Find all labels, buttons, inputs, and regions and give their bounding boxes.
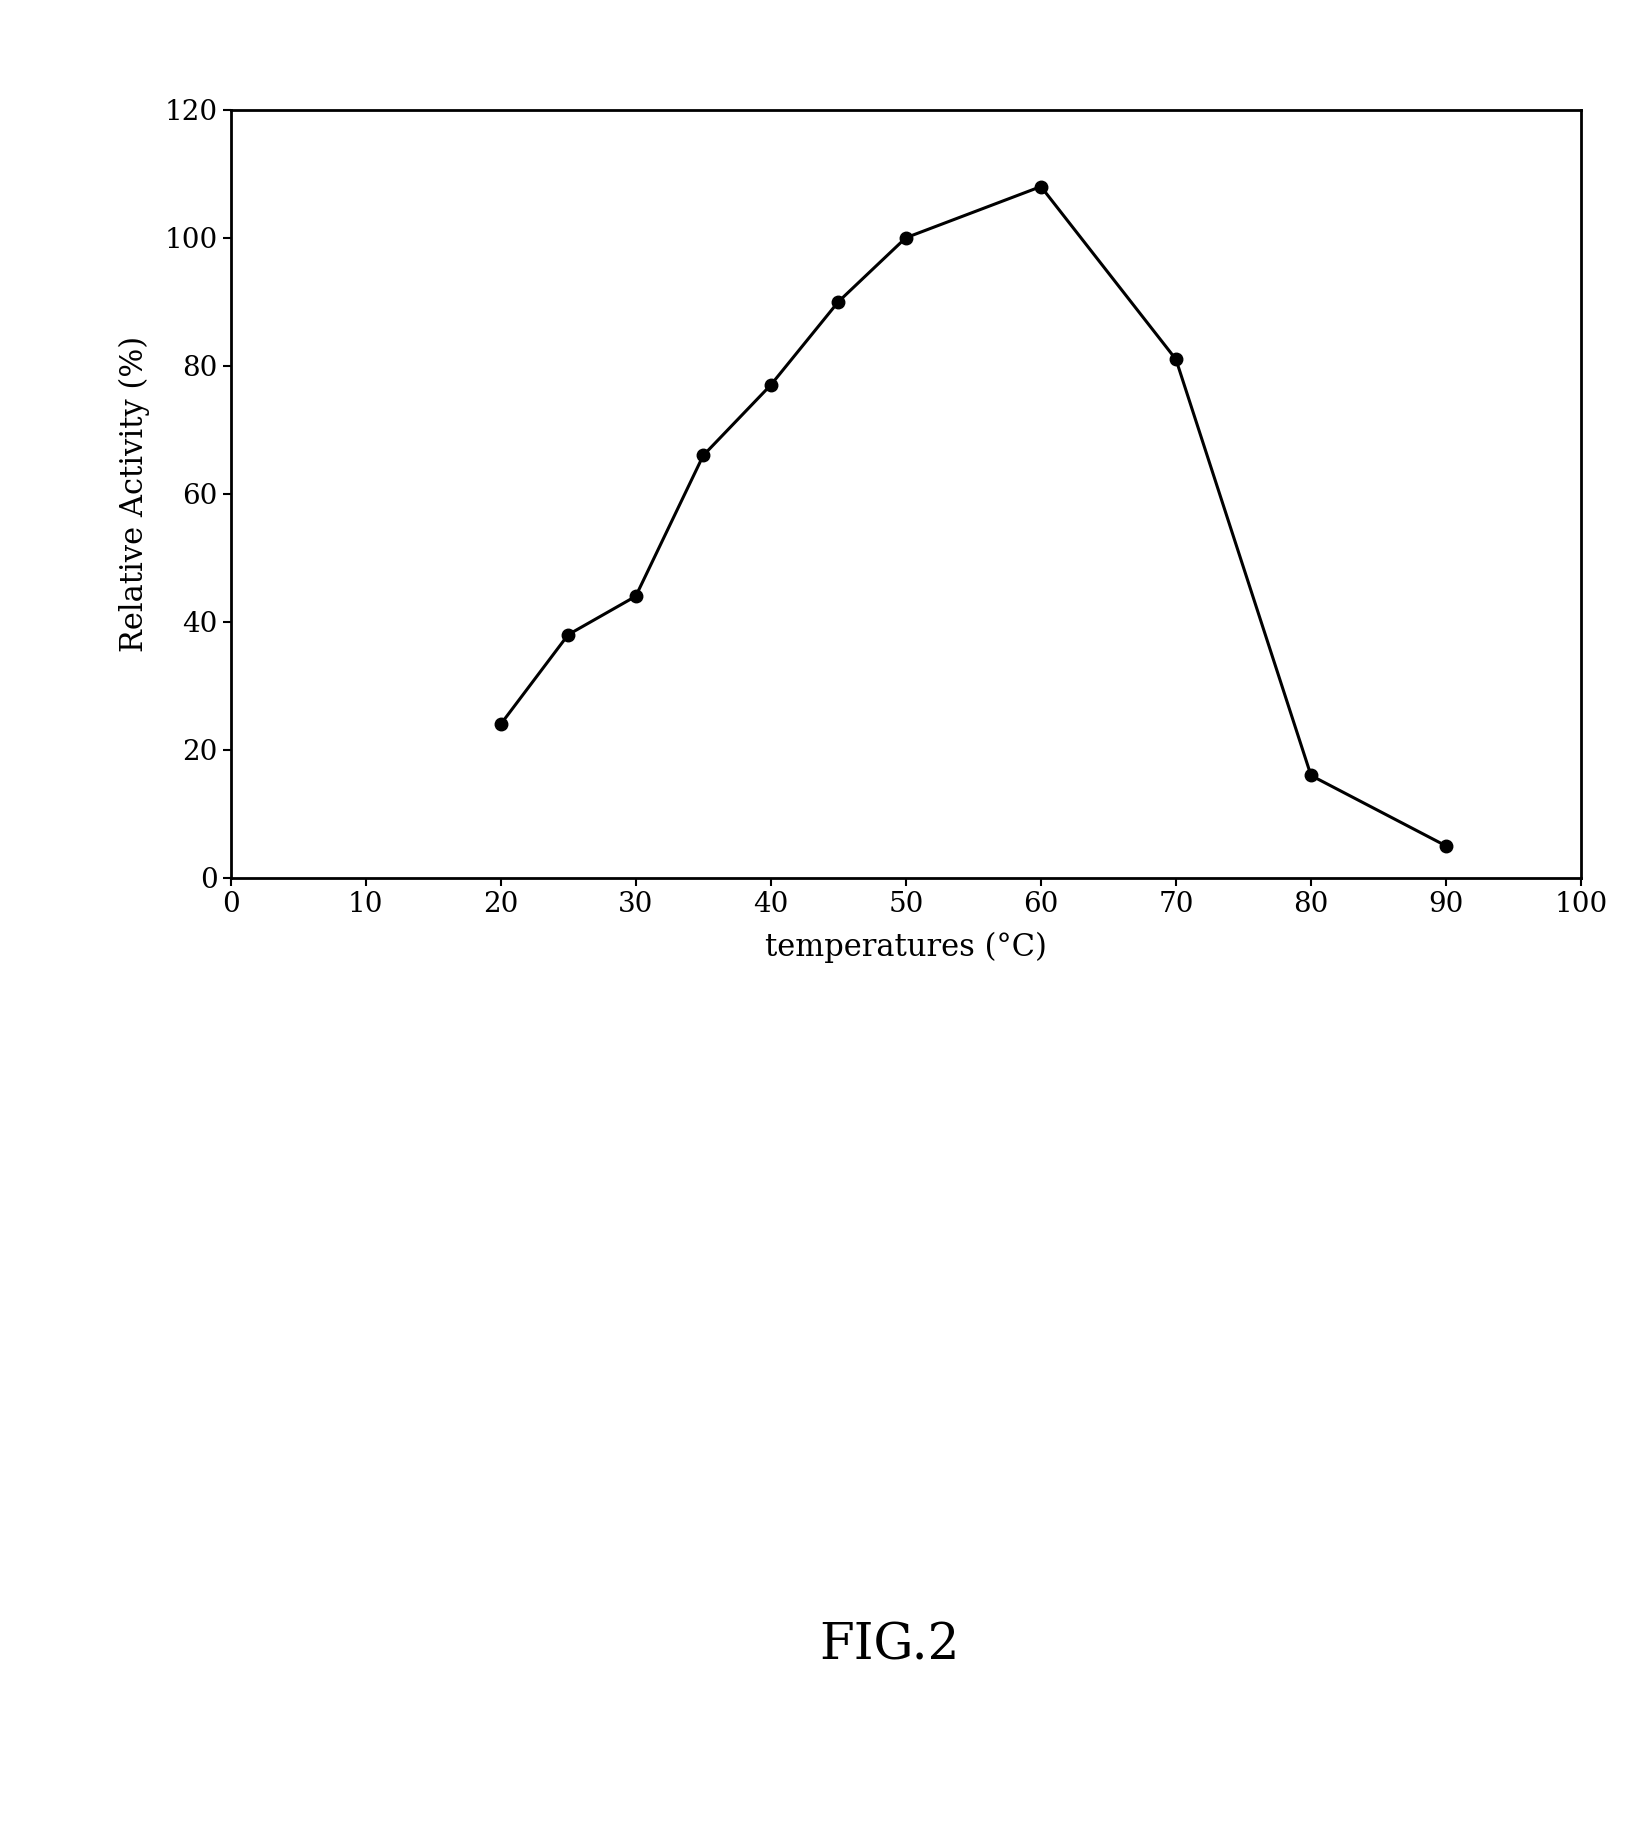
Y-axis label: Relative Activity (%): Relative Activity (%)	[119, 337, 150, 651]
X-axis label: temperatures (°C): temperatures (°C)	[764, 933, 1047, 964]
Text: FIG.2: FIG.2	[819, 1620, 960, 1672]
